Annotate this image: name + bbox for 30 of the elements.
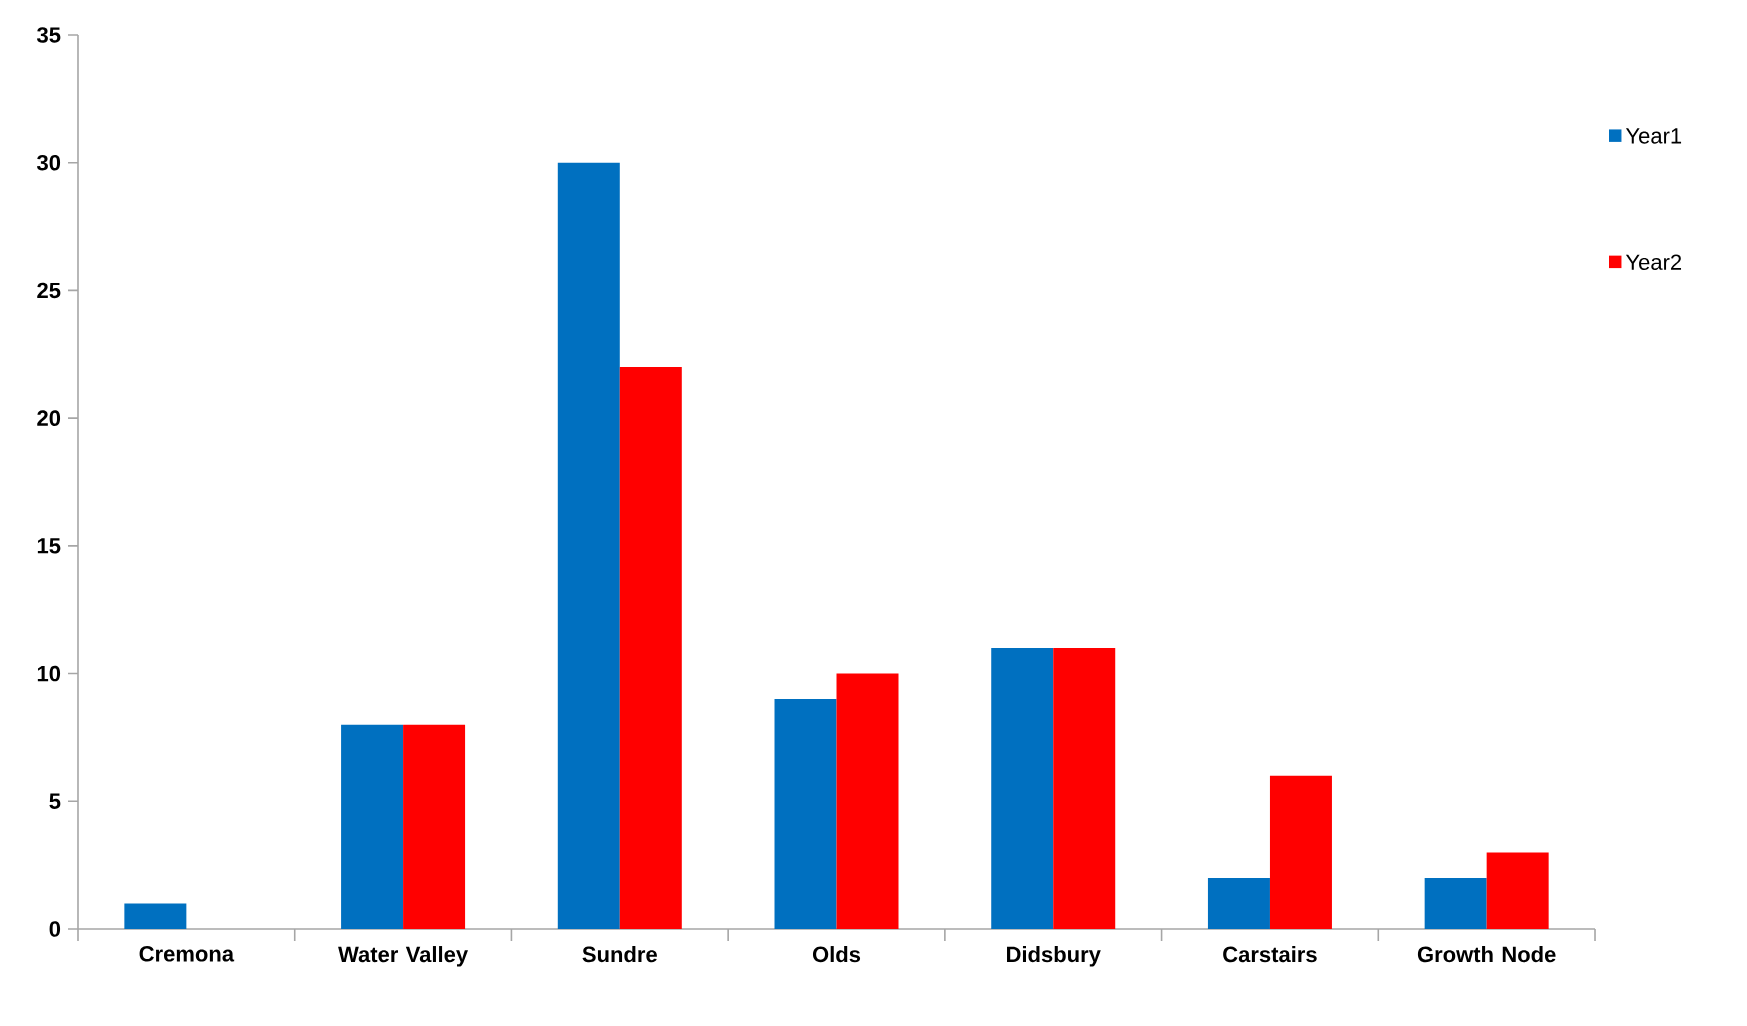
bar	[124, 903, 187, 929]
y-tick-label: 20	[37, 410, 61, 426]
bar	[403, 724, 466, 929]
bar	[1424, 877, 1487, 929]
y-tick-label: 15	[37, 538, 61, 554]
y-tick-label: 25	[37, 282, 61, 299]
legend-label: Year1	[1625, 128, 1682, 144]
bar	[774, 699, 837, 929]
x-tick-label: Sundre	[582, 946, 657, 963]
bar	[1486, 852, 1549, 929]
bar	[836, 673, 899, 929]
y-tick-label: 10	[37, 665, 61, 682]
y-tick-label: 30	[36, 154, 61, 171]
x-tick-label: Carstairs	[1223, 946, 1317, 963]
x-tick-label: Water Valley	[338, 946, 468, 967]
bar	[619, 367, 682, 929]
bar	[1207, 877, 1270, 929]
y-tick-label: 0	[49, 921, 61, 937]
x-tick-label: Didsbury	[1007, 946, 1101, 967]
y-tick-label: 35	[36, 27, 61, 43]
y-tick-label: 5	[49, 793, 61, 809]
x-tick-label: Growth Node	[1417, 946, 1556, 963]
bar	[1269, 775, 1332, 929]
bar	[991, 648, 1054, 929]
x-tick-label: Cremona	[139, 946, 235, 962]
bar	[341, 724, 404, 929]
x-tick-label: Olds	[812, 946, 861, 963]
bar	[557, 162, 620, 929]
bar	[1053, 648, 1116, 929]
legend-label: Year2	[1625, 254, 1682, 270]
